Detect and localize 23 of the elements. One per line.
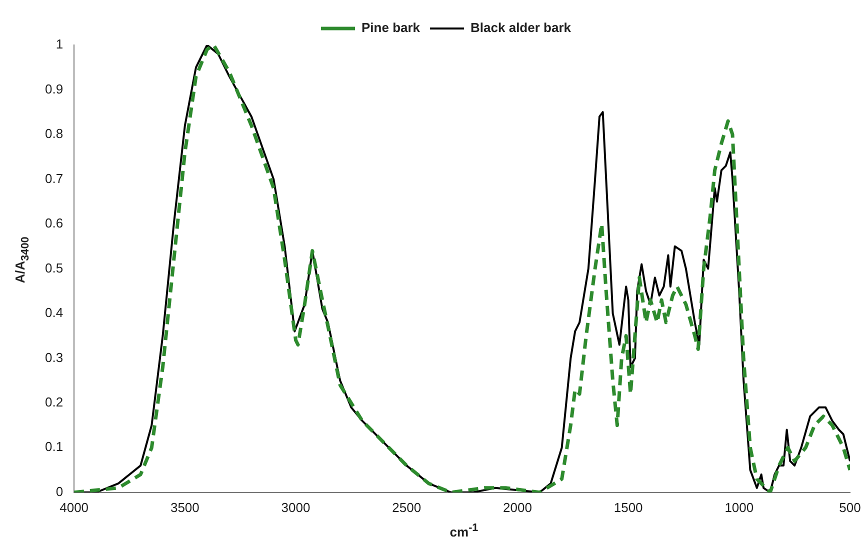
x-tick-label: 2000 <box>503 500 532 515</box>
y-tick-label: 0.6 <box>44 216 64 231</box>
x-tick-label: 4000 <box>60 500 89 515</box>
line-series <box>74 45 850 492</box>
y-tick-label: 0.9 <box>44 81 64 96</box>
x-tick-label: 3500 <box>170 500 200 515</box>
x-tick-label: 1500 <box>614 500 643 515</box>
legend-label: Pine bark <box>362 20 421 36</box>
x-tick-label: 1000 <box>724 500 754 515</box>
x-axis-title: cm$^{-1}$ <box>450 522 478 540</box>
y-tick-label: 0 <box>56 484 64 499</box>
x-tick-label: 500 <box>839 500 861 515</box>
y-tick-label: 0.8 <box>44 126 64 142</box>
y-tick-label: 0.2 <box>44 394 64 410</box>
legend-label: Black alder bark <box>470 20 572 36</box>
y-tick-label: 0.5 <box>44 260 64 276</box>
x-tick-label: 3000 <box>281 500 310 515</box>
y-tick-label: 0.7 <box>44 170 64 186</box>
x-tick-label: 2500 <box>392 500 422 515</box>
y-tick-label: 0.4 <box>44 305 64 320</box>
y-tick-label: 0.1 <box>44 439 64 454</box>
y-tick-label: 0.3 <box>44 350 64 365</box>
y-tick-label: 1 <box>56 36 64 52</box>
